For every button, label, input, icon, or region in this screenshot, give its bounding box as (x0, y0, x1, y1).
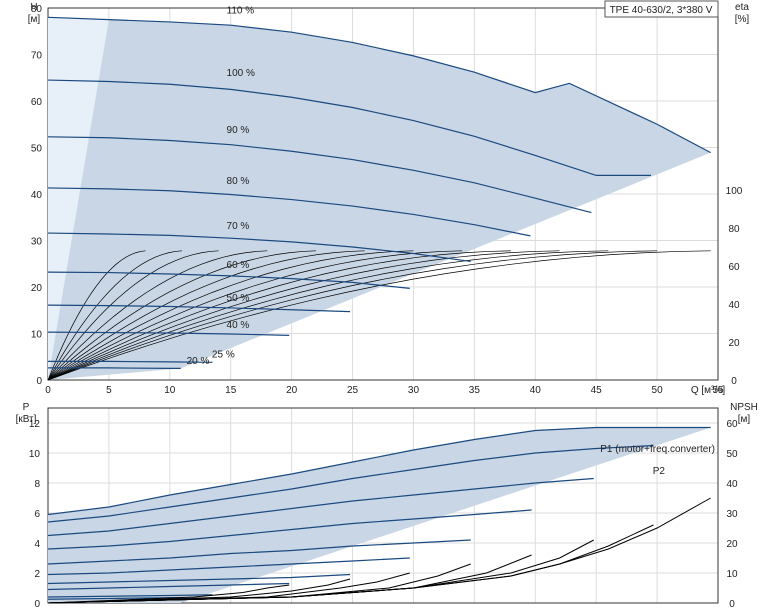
x-tick-label: 15 (225, 385, 237, 396)
speed-curve-label: 110 % (227, 5, 255, 16)
speed-curve-label: 90 % (227, 125, 250, 136)
x-tick-label: 45 (591, 385, 603, 396)
y-axis-unit: [м] (28, 14, 41, 25)
y-tick-label: 6 (34, 509, 40, 520)
y-right-tick-label: 100 (726, 186, 743, 197)
x-tick-label: 25 (347, 385, 359, 396)
x-tick-label: 40 (530, 385, 542, 396)
x-tick-label: 0 (45, 385, 51, 396)
series-label-p1: P1 (motor+freq.converter) (600, 444, 715, 455)
x-tick-label: 5 (106, 385, 112, 396)
y-tick-label: 4 (34, 539, 40, 550)
operating-envelope (48, 17, 711, 380)
x-tick-label: 20 (286, 385, 298, 396)
x-tick-label: 35 (469, 385, 481, 396)
head-efficiency-panel: 110 %100 %90 %80 %70 %60 %50 %40 %25 %20… (28, 1, 750, 396)
speed-curve-label: 20 % (187, 356, 210, 367)
x-tick-label: 50 (652, 385, 664, 396)
y-right-axis-label: eta (735, 2, 749, 13)
y-tick-label: 2 (34, 569, 40, 580)
y-tick-label: 0 (34, 599, 40, 610)
model-label: TPE 40-630/2, 3*380 V (610, 5, 713, 16)
y-right-tick-label: 20 (726, 539, 738, 550)
series-label-p2: P2 (653, 466, 666, 477)
y-right-axis-unit: [%] (735, 14, 750, 25)
x-tick-label: 30 (408, 385, 420, 396)
speed-curve-label: 100 % (227, 68, 255, 79)
y-right-tick-label: 50 (726, 449, 738, 460)
y-axis-unit: [кВт] (16, 414, 37, 425)
y-tick-label: 60 (31, 97, 43, 108)
x-tick-label: 10 (164, 385, 176, 396)
y-right-tick-label: 20 (728, 338, 740, 349)
y-tick-label: 50 (31, 144, 43, 155)
y-tick-label: 70 (31, 51, 43, 62)
y-right-axis-unit: [м] (738, 414, 751, 425)
speed-curve-label: 60 % (227, 260, 250, 271)
y-right-tick-label: 60 (726, 419, 738, 430)
y-right-axis-label: NPSH (730, 402, 758, 413)
speed-curve-label: 50 % (227, 293, 250, 304)
y-tick-label: 40 (31, 190, 43, 201)
y-right-tick-label: 60 (728, 262, 740, 273)
y-right-tick-label: 30 (726, 509, 738, 520)
y-tick-label: 8 (34, 479, 40, 490)
y-tick-label: 10 (31, 330, 43, 341)
y-right-tick-label: 40 (726, 479, 738, 490)
y-right-tick-label: 40 (728, 300, 740, 311)
speed-curve-label: 40 % (227, 320, 250, 331)
speed-curve-label: 80 % (227, 176, 250, 187)
speed-curve-label: 25 % (212, 349, 235, 360)
speed-curve-label: 70 % (227, 221, 250, 232)
y-right-tick-label: 0 (729, 599, 735, 610)
y-right-tick-label: 10 (726, 569, 738, 580)
y-right-tick-label: 80 (728, 224, 740, 235)
y-tick-label: 20 (31, 283, 43, 294)
y-axis-label: H (30, 2, 37, 13)
y-tick-label: 30 (31, 237, 43, 248)
y-tick-label: 10 (29, 449, 41, 460)
y-right-tick-label: 0 (731, 376, 737, 387)
y-axis-label: P (23, 402, 30, 413)
x-axis-label: Q [м³/ч] (691, 385, 726, 396)
y-tick-label: 0 (36, 376, 42, 387)
